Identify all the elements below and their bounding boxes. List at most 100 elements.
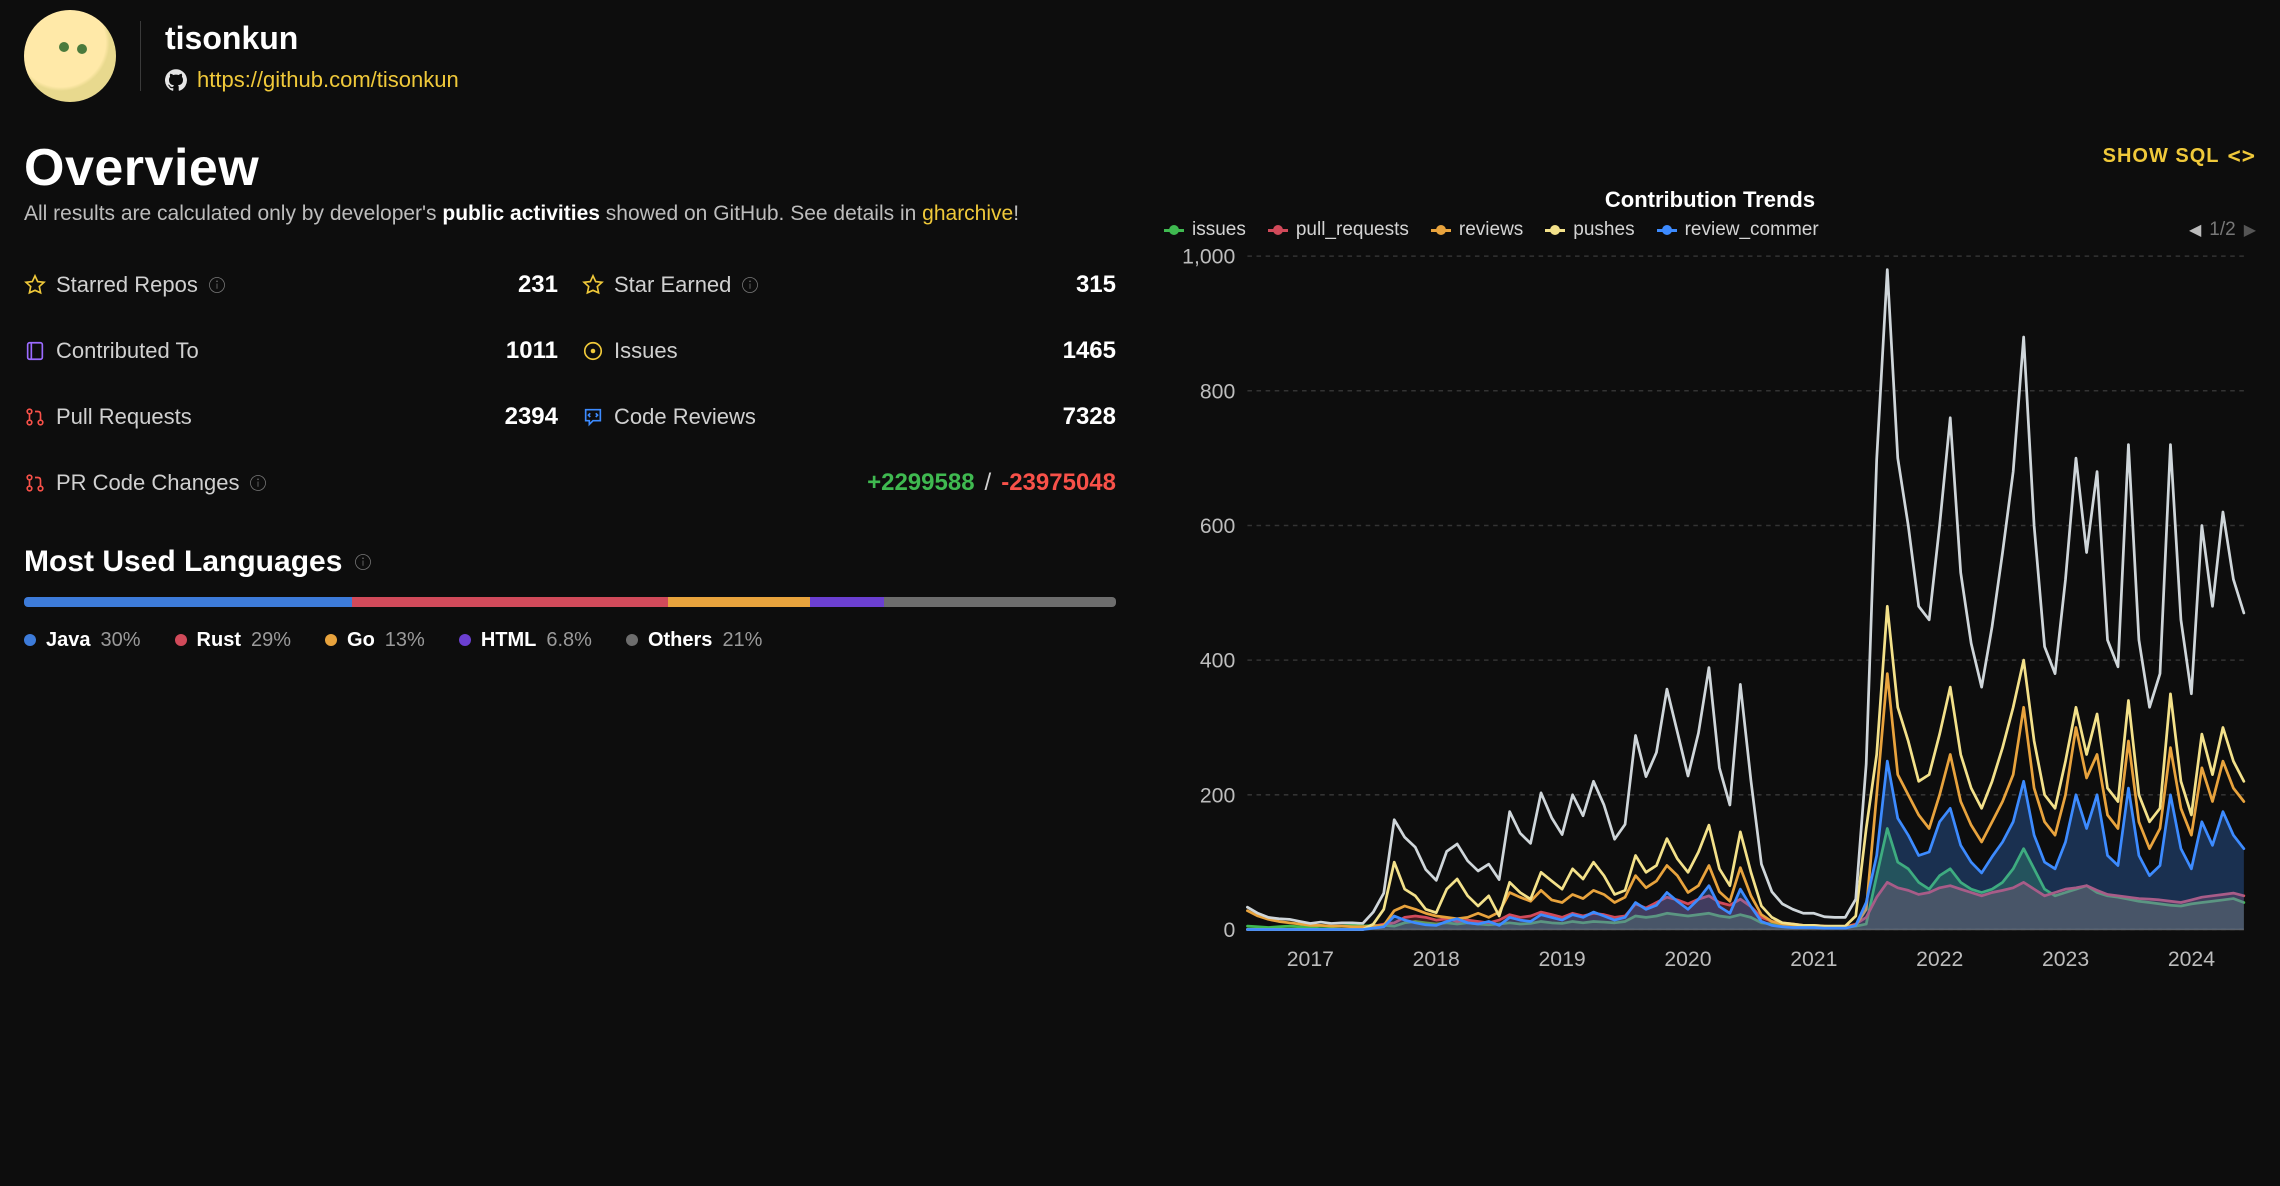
legend-prev-icon[interactable]: ◀ — [2189, 220, 2201, 240]
additions-value: +2299588 — [867, 469, 974, 497]
stat-starred-repos: Starred Repos 231 — [24, 271, 558, 299]
language-legend: Java 30% Rust29% Go 13% HTML6.8% Others 21% — [24, 629, 1116, 652]
stat-label: PR Code Changes — [56, 470, 239, 496]
stat-star-earned: Star Earned 315 — [582, 271, 1116, 299]
chart-canvas: 02004006008001,0002017201820192020202120… — [1164, 247, 2256, 975]
svg-text:2019: 2019 — [1538, 948, 1585, 971]
show-sql-button[interactable]: SHOW SQL <> — [2103, 144, 2256, 169]
lang-name: Others — [648, 629, 712, 652]
lang-dot-icon — [626, 634, 638, 646]
stat-value: 231 — [518, 271, 558, 299]
lang-dot-icon — [24, 634, 36, 646]
svg-text:2023: 2023 — [2042, 948, 2089, 971]
lang-name: Go — [347, 629, 375, 652]
legend-item-issues[interactable]: issues — [1164, 219, 1246, 241]
lang-name: Java — [46, 629, 91, 652]
lang-item-rust[interactable]: Rust29% — [175, 629, 291, 652]
lang-item-others[interactable]: Others 21% — [626, 629, 763, 652]
lang-dot-icon — [325, 634, 337, 646]
stat-label: Starred Repos — [56, 272, 198, 298]
info-icon[interactable] — [208, 276, 226, 294]
svg-text:0: 0 — [1223, 919, 1235, 942]
languages-heading-text: Most Used Languages — [24, 545, 342, 579]
legend-swatch-icon — [1545, 229, 1565, 232]
legend-label: reviews — [1459, 219, 1523, 241]
lang-pct: 30% — [101, 629, 141, 652]
languages-heading: Most Used Languages — [24, 545, 1116, 579]
svg-text:600: 600 — [1200, 515, 1235, 538]
lang-segment-rust — [352, 597, 669, 607]
svg-text:1,000: 1,000 — [1182, 247, 1235, 269]
vertical-divider — [140, 21, 141, 91]
lang-item-html[interactable]: HTML6.8% — [459, 629, 592, 652]
stat-pr-code-changes: PR Code Changes +2299588 / -23975048 — [24, 469, 1116, 497]
stat-label: Pull Requests — [56, 404, 192, 430]
legend-item-pushes[interactable]: pushes — [1545, 219, 1634, 241]
svg-text:2018: 2018 — [1413, 948, 1460, 971]
star-icon — [582, 274, 604, 296]
stat-contributed-to: Contributed To 1011 — [24, 337, 558, 365]
legend-label: review_commer — [1685, 219, 1819, 241]
legend-item-reviews[interactable]: reviews — [1431, 219, 1523, 241]
star-icon — [24, 274, 46, 296]
gharchive-link[interactable]: gharchive — [922, 202, 1013, 225]
pull-request-icon — [24, 406, 46, 428]
legend-label: pushes — [1573, 219, 1634, 241]
info-icon[interactable] — [354, 553, 372, 571]
repo-icon — [24, 340, 46, 362]
svg-text:400: 400 — [1200, 650, 1235, 673]
profile-header: tisonkun https://github.com/tisonkun — [24, 10, 2256, 102]
lang-dot-icon — [175, 634, 187, 646]
stat-value: 7328 — [1063, 403, 1116, 431]
stat-code-reviews: Code Reviews 7328 — [582, 403, 1116, 431]
avatar[interactable] — [24, 10, 116, 102]
subtitle-suffix: ! — [1013, 202, 1019, 225]
svg-text:2022: 2022 — [1916, 948, 1963, 971]
stat-label: Code Reviews — [614, 404, 756, 430]
stat-issues: Issues 1465 — [582, 337, 1116, 365]
lang-item-java[interactable]: Java 30% — [24, 629, 141, 652]
svg-text:2020: 2020 — [1664, 948, 1711, 971]
slash: / — [985, 469, 992, 497]
legend-item-review_comments[interactable]: review_commer — [1657, 219, 1819, 241]
github-link[interactable]: https://github.com/tisonkun — [197, 67, 459, 93]
legend-swatch-icon — [1268, 229, 1288, 232]
lang-pct: 21% — [722, 629, 762, 652]
legend-page: 1/2 — [2209, 219, 2235, 241]
stat-label: Issues — [614, 338, 678, 364]
svg-text:2024: 2024 — [2168, 948, 2215, 971]
chart-legend: issues pull_requests reviews pushes review_c… — [1164, 219, 2256, 241]
stat-value: 2394 — [505, 403, 558, 431]
chart-title: Contribution Trends — [1164, 187, 2256, 213]
legend-swatch-icon — [1431, 229, 1451, 232]
info-icon[interactable] — [741, 276, 759, 294]
stat-pull-requests: Pull Requests 2394 — [24, 403, 558, 431]
subtitle-mid: showed on GitHub. See details in — [600, 202, 922, 225]
lang-dot-icon — [459, 634, 471, 646]
stat-value: 315 — [1076, 271, 1116, 299]
legend-item-pull_requests[interactable]: pull_requests — [1268, 219, 1409, 241]
lang-segment-go — [668, 597, 810, 607]
lang-segment-others — [884, 597, 1116, 607]
legend-label: pull_requests — [1296, 219, 1409, 241]
subtitle-prefix: All results are calculated only by devel… — [24, 202, 442, 225]
svg-text:2017: 2017 — [1287, 948, 1334, 971]
overview-heading: Overview — [24, 138, 1116, 198]
lang-pct: 29% — [251, 629, 291, 652]
svg-text:800: 800 — [1200, 380, 1235, 403]
lang-item-go[interactable]: Go 13% — [325, 629, 425, 652]
lang-pct: 13% — [385, 629, 425, 652]
legend-label: issues — [1192, 219, 1246, 241]
lang-pct: 6.8% — [546, 629, 592, 652]
stat-value: 1011 — [506, 337, 558, 365]
stat-label: Contributed To — [56, 338, 199, 364]
issue-icon — [582, 340, 604, 362]
deletions-value: -23975048 — [1001, 469, 1116, 497]
code-icon: <> — [2228, 144, 2257, 169]
github-icon — [165, 69, 187, 91]
info-icon[interactable] — [249, 474, 267, 492]
subtitle-bold: public activities — [442, 202, 600, 225]
legend-next-icon[interactable]: ▶ — [2244, 220, 2256, 240]
stat-value: 1465 — [1063, 337, 1116, 365]
svg-text:200: 200 — [1200, 784, 1235, 807]
